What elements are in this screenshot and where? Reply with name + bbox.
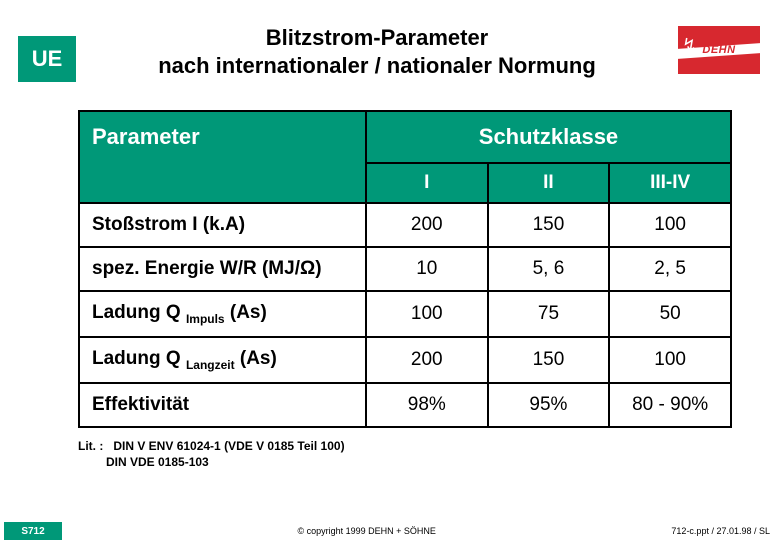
param-label: Ladung Q Langzeit (As) [79,337,366,383]
class-header-1: I [366,163,488,203]
parameter-table: Parameter Schutzklasse IIIIII-IV Stoßstr… [78,110,732,428]
lit-prefix: Lit. : [78,439,103,453]
dehn-logo: ↯ DEHN [678,26,760,74]
slide-number-badge: S712 [4,522,62,540]
lit-line-1: DIN V ENV 61024-1 (VDE V 0185 Teil 100) [113,439,344,453]
param-value: 2, 5 [609,247,731,291]
param-value: 100 [609,337,731,383]
class-header-3: III-IV [609,163,731,203]
table-row: Ladung Q Impuls (As)1007550 [79,291,731,337]
param-value: 200 [366,203,488,247]
table-row: spez. Energie W/R (MJ/Ω)105, 62, 5 [79,247,731,291]
param-value: 98% [366,383,488,427]
class-header-2: II [488,163,610,203]
header-parameter: Parameter [79,111,366,203]
param-label: Effektivität [79,383,366,427]
table-row: Effektivität98%95%80 - 90% [79,383,731,427]
param-value: 100 [609,203,731,247]
param-value: 95% [488,383,610,427]
param-value: 100 [366,291,488,337]
param-label: Ladung Q Impuls (As) [79,291,366,337]
param-value: 150 [488,203,610,247]
param-label: spez. Energie W/R (MJ/Ω) [79,247,366,291]
param-value: 10 [366,247,488,291]
footer-right: 712-c.ppt / 27.01.98 / SL [671,526,780,536]
param-value: 50 [609,291,731,337]
page-title: Blitzstrom-Parameter nach internationale… [76,18,678,79]
param-value: 75 [488,291,610,337]
table-row: Stoßstrom I (k.A)200150100 [79,203,731,247]
literature-reference: Lit. : DIN V ENV 61024-1 (VDE V 0185 Tei… [0,428,780,470]
param-label: Stoßstrom I (k.A) [79,203,366,247]
lit-line-2: DIN VDE 0185-103 [78,455,209,469]
header-schutzklasse: Schutzklasse [366,111,731,163]
param-value: 5, 6 [488,247,610,291]
ue-badge: UE [18,36,76,82]
param-value: 200 [366,337,488,383]
param-value: 80 - 90% [609,383,731,427]
title-line-1: Blitzstrom-Parameter [266,25,489,50]
footer-copyright: © copyright 1999 DEHN + SÖHNE [62,526,671,536]
title-line-2: nach internationaler / nationaler Normun… [158,53,596,78]
logo-brand-text: DEHN [678,44,760,56]
param-value: 150 [488,337,610,383]
table-row: Ladung Q Langzeit (As)200150100 [79,337,731,383]
